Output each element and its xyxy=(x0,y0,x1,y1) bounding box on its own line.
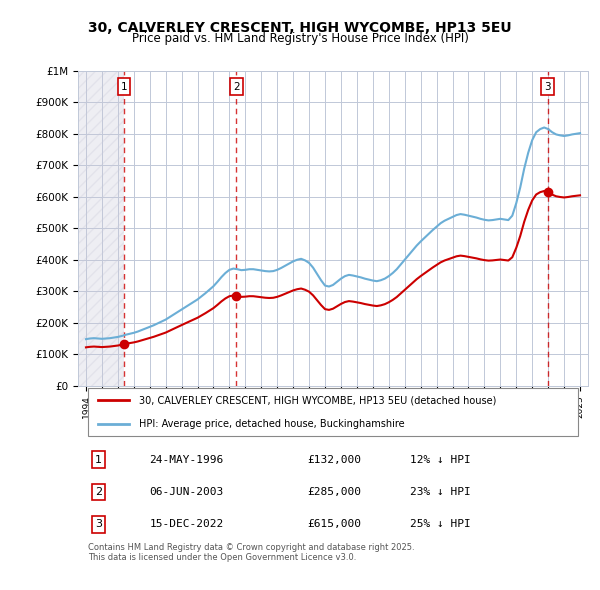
Text: 30, CALVERLEY CRESCENT, HIGH WYCOMBE, HP13 5EU (detached house): 30, CALVERLEY CRESCENT, HIGH WYCOMBE, HP… xyxy=(139,395,497,405)
Text: 2: 2 xyxy=(233,81,239,91)
Text: £285,000: £285,000 xyxy=(308,487,361,497)
Text: £132,000: £132,000 xyxy=(308,455,361,465)
Text: HPI: Average price, detached house, Buckinghamshire: HPI: Average price, detached house, Buck… xyxy=(139,418,405,428)
Text: Contains HM Land Registry data © Crown copyright and database right 2025.
This d: Contains HM Land Registry data © Crown c… xyxy=(88,543,415,562)
FancyBboxPatch shape xyxy=(88,388,578,435)
Text: 12% ↓ HPI: 12% ↓ HPI xyxy=(409,455,470,465)
Text: 15-DEC-2022: 15-DEC-2022 xyxy=(149,519,224,529)
Text: 2: 2 xyxy=(95,487,102,497)
Text: 30, CALVERLEY CRESCENT, HIGH WYCOMBE, HP13 5EU: 30, CALVERLEY CRESCENT, HIGH WYCOMBE, HP… xyxy=(88,21,512,35)
Text: 06-JUN-2003: 06-JUN-2003 xyxy=(149,487,224,497)
Bar xyxy=(78,71,124,386)
Text: £615,000: £615,000 xyxy=(308,519,361,529)
Text: 3: 3 xyxy=(95,519,102,529)
Text: 1: 1 xyxy=(121,81,127,91)
Text: Price paid vs. HM Land Registry's House Price Index (HPI): Price paid vs. HM Land Registry's House … xyxy=(131,32,469,45)
Text: 25% ↓ HPI: 25% ↓ HPI xyxy=(409,519,470,529)
Text: 3: 3 xyxy=(544,81,551,91)
Text: 24-MAY-1996: 24-MAY-1996 xyxy=(149,455,224,465)
Text: 23% ↓ HPI: 23% ↓ HPI xyxy=(409,487,470,497)
Text: 1: 1 xyxy=(95,455,102,465)
